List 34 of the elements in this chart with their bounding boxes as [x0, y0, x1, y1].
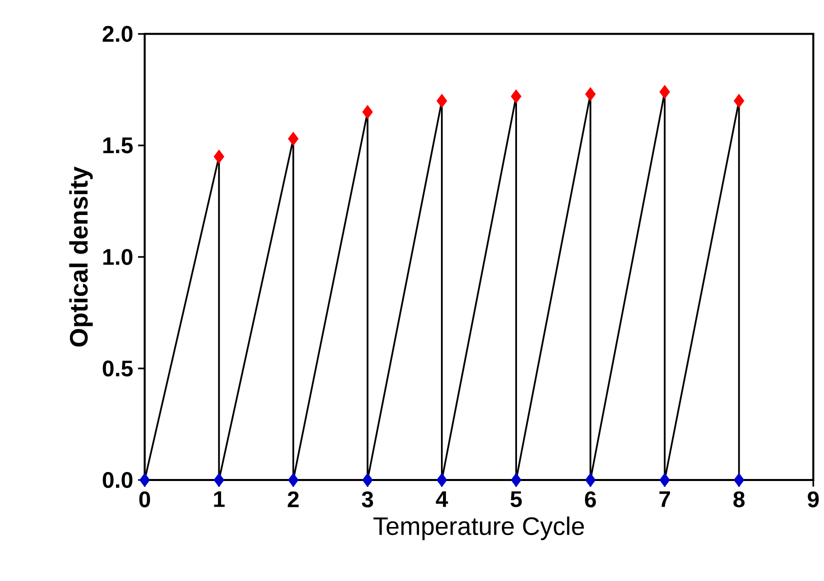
point	[436, 473, 448, 488]
point	[362, 473, 373, 488]
point	[139, 473, 150, 488]
point	[659, 473, 670, 488]
point	[510, 90, 522, 104]
point	[510, 473, 522, 488]
point	[585, 473, 596, 488]
x-tick-label: 7	[659, 491, 670, 508]
x-tick-label: 4	[436, 491, 448, 508]
y-tick-label: 2.0	[102, 26, 132, 42]
x-tick-label: 3	[362, 491, 374, 508]
x-tick-label: 0	[139, 491, 150, 508]
point	[585, 87, 596, 102]
x-tick-label: 6	[584, 491, 596, 508]
x-axis-title: Temperature Cycle	[373, 516, 584, 540]
point	[288, 132, 299, 146]
y-tick-label: 1.5	[103, 138, 133, 154]
y-tick-label: 0.5	[102, 360, 133, 377]
y-tick-label: 0.0	[102, 472, 132, 488]
point	[362, 105, 373, 120]
y-tick-label: 1.0	[103, 249, 132, 266]
x-tick-label: 5	[510, 491, 522, 508]
point	[288, 473, 299, 488]
x-tick-label: 8	[733, 491, 745, 508]
x-tick-label: 1	[214, 491, 225, 508]
point	[214, 150, 224, 164]
point	[734, 94, 744, 108]
x-tick-label: 9	[808, 491, 819, 508]
point	[734, 473, 744, 488]
point	[659, 85, 670, 99]
point	[436, 94, 448, 108]
y-axis-title: Optical density	[69, 166, 93, 347]
x-tick-label: 2	[288, 491, 299, 508]
point	[214, 473, 224, 488]
